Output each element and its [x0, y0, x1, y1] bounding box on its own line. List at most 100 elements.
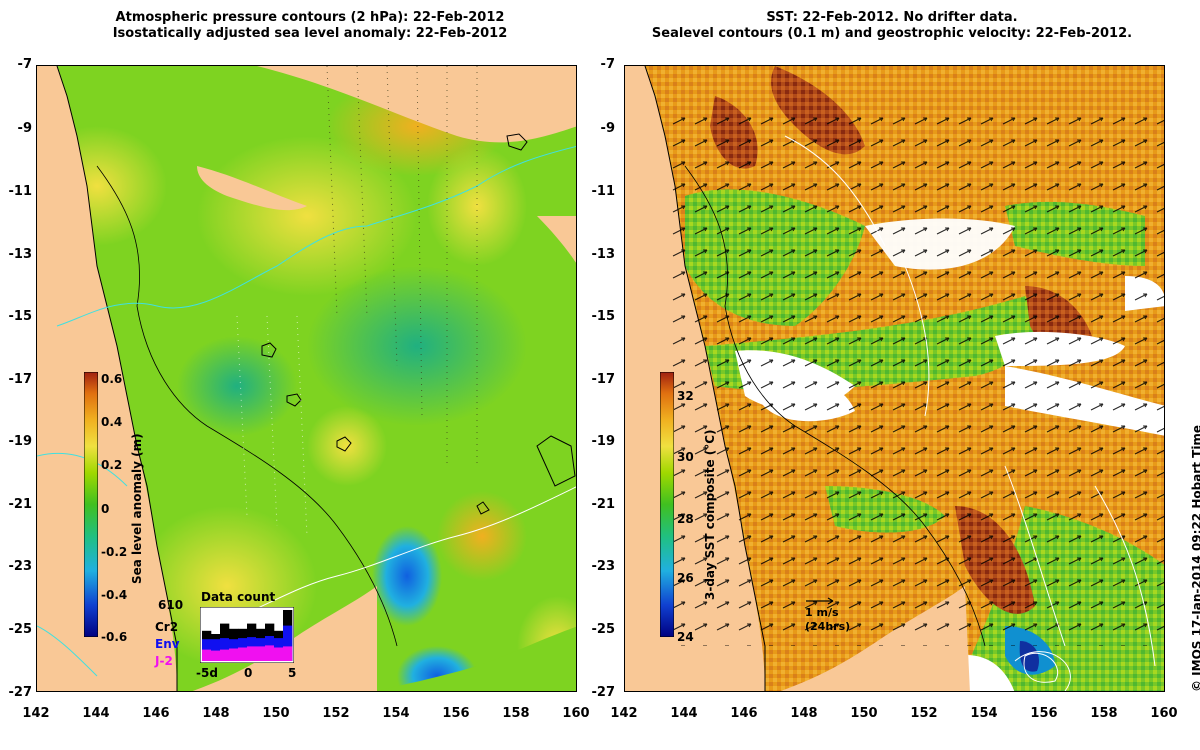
lon-tick: 154 [382, 706, 410, 721]
count-bar-j2 [256, 646, 266, 661]
lat-tick: -21 [8, 497, 33, 512]
count-bar-j2 [229, 648, 239, 661]
australia-landmass [37, 66, 177, 691]
pressure-dotted-lines-white [236, 315, 308, 537]
count-bar-j2 [202, 649, 212, 661]
sla-high-patch [437, 491, 527, 581]
lon-tick: 160 [562, 706, 590, 721]
lat-tick: -17 [8, 372, 33, 387]
count-bar-j2 [247, 646, 257, 661]
lat-tick: -23 [8, 559, 33, 574]
southern-coast-land [780, 586, 970, 691]
legend-env: Env [155, 637, 180, 651]
lat-tick: -9 [600, 121, 615, 136]
sla-tick: -0.4 [101, 588, 128, 602]
velocity-scale-arrow [806, 597, 834, 605]
sst-shelf-contour [684, 165, 986, 647]
sla-high-patch [307, 406, 387, 486]
sla-tick: 0.4 [101, 415, 123, 429]
lon-tick: 144 [82, 706, 110, 721]
data-count-chart [200, 607, 294, 663]
sla-colorbar-gradient [84, 372, 98, 637]
island-land [537, 216, 576, 263]
sst-tick: 26 [677, 571, 694, 585]
sla-coastline [56, 66, 178, 691]
sla-tick: 0.2 [101, 458, 123, 472]
lon-tick: 156 [1030, 706, 1058, 721]
data-count-xtick: 0 [244, 666, 253, 680]
velocity-scale-sublabel: (24hrs) [805, 620, 851, 633]
lon-tick: 158 [502, 706, 530, 721]
lat-tick: -7 [600, 57, 615, 72]
lon-tick: 142 [22, 706, 50, 721]
lat-tick: -25 [8, 622, 33, 637]
sla-colorbar-rect [84, 372, 98, 637]
lat-tick: -19 [8, 434, 33, 449]
reef-outlines [261, 342, 490, 515]
sea-level-contour [1014, 651, 1071, 691]
sla-tick: -0.6 [101, 630, 128, 644]
right-title-line1: SST: 22-Feb-2012. No drifter data. [766, 10, 1018, 25]
data-count-xtick: 5 [288, 666, 297, 680]
sla-southern-sea [375, 626, 576, 691]
lat-tick: -13 [591, 247, 616, 262]
sst-tick: 30 [677, 450, 694, 464]
southern-coast-land [192, 586, 377, 691]
sla-high-patch [197, 136, 417, 296]
data-count-title: Data count [201, 590, 276, 604]
lon-tick: 160 [1150, 706, 1178, 721]
data-count-max: 610 [158, 598, 184, 612]
velocity-scale-label: 1 m/s [805, 606, 839, 619]
lat-tick: -21 [591, 497, 616, 512]
sst-tick: 32 [677, 389, 694, 403]
count-bar-j2 [283, 646, 293, 661]
count-bar-j2 [211, 650, 221, 661]
legend-cr2: Cr2 [155, 620, 179, 634]
right-title-line2: Sealevel contours (0.1 m) and geostrophi… [651, 26, 1133, 41]
count-bar-env [283, 625, 293, 661]
sla-low-patch [372, 526, 442, 626]
pressure-dotted-lines [326, 66, 478, 466]
lon-tick: 146 [730, 706, 758, 721]
reef-outlines [506, 133, 576, 487]
sst-colorbar-label: 3-day SST composite (°C) [703, 429, 717, 600]
island-land [197, 166, 307, 211]
lon-tick: 152 [910, 706, 938, 721]
lon-tick: 142 [610, 706, 638, 721]
geostrophic-velocity-arrows [665, 106, 1164, 646]
left-title-line1: Atmospheric pressure contours (2 hPa): 2… [115, 10, 505, 25]
lat-tick: -13 [8, 247, 33, 262]
lat-tick: -19 [591, 434, 616, 449]
sla-colorbar-label: Sea level anomaly (m) [130, 433, 144, 584]
sla-map-graphic [37, 66, 576, 691]
sla-tick: -0.2 [101, 545, 128, 559]
sla-low-patch [307, 266, 527, 426]
pressure-contour [56, 145, 576, 327]
lon-tick: 150 [850, 706, 878, 721]
count-bar-j2 [220, 649, 230, 661]
count-bar-env [211, 639, 221, 661]
sst-map-graphic [625, 66, 1164, 691]
count-bar-j2 [265, 645, 275, 661]
count-bar-j2 [274, 647, 284, 661]
data-count-xtick: -5d [196, 666, 218, 680]
lat-tick: -23 [591, 559, 616, 574]
sla-low-patch [177, 336, 297, 436]
lon-tick: 154 [970, 706, 998, 721]
sst-colorbar-gradient [660, 372, 674, 637]
sst-colorbar-rect [660, 372, 674, 637]
sla-tick: 0.6 [101, 372, 123, 386]
lat-tick: -27 [591, 685, 616, 700]
cloud-mask [955, 655, 1015, 691]
lat-tick: -9 [17, 121, 32, 136]
left-title-line2: Isostatically adjusted sea level anomaly… [112, 26, 508, 41]
sst-cold-patch [1019, 641, 1040, 672]
lon-tick: 156 [442, 706, 470, 721]
lat-tick: -25 [591, 622, 616, 637]
lat-tick: -15 [591, 309, 616, 324]
sst-map [624, 65, 1165, 692]
lat-tick: -7 [17, 57, 32, 72]
sst-tick: 28 [677, 512, 694, 526]
lon-tick: 146 [142, 706, 170, 721]
new-guinea-land [257, 66, 576, 143]
